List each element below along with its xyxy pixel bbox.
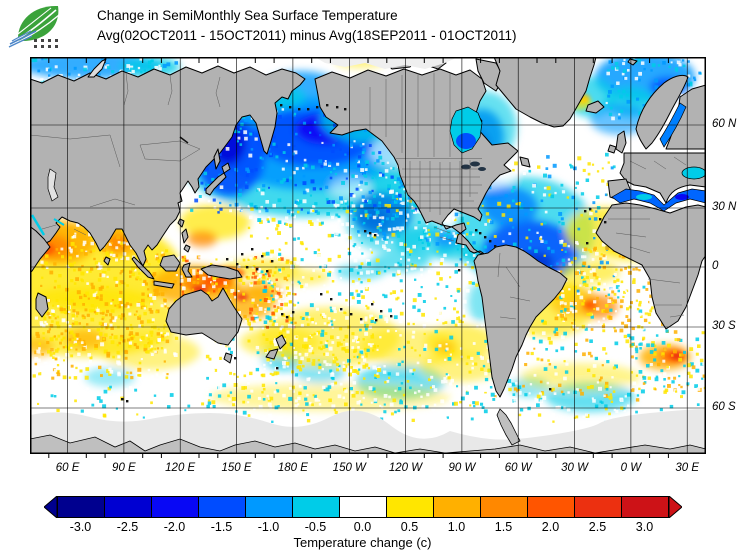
landmass-greenland	[493, 57, 597, 128]
colorbar-tick: 1.5	[494, 520, 513, 534]
colorbar-tick: 2.5	[588, 520, 607, 534]
colorbar-tick: 2.0	[541, 520, 560, 534]
lon-label-180e: 180 E	[277, 462, 308, 474]
colorbar-caption: Temperature change (c)	[293, 535, 432, 550]
colorbar-tick: 1.0	[447, 520, 466, 534]
landmass-europe	[619, 152, 706, 204]
colorbar-tick: 0.0	[353, 520, 372, 534]
lon-label-60e: 60 E	[55, 462, 80, 474]
persian-gulf	[53, 218, 65, 226]
map-border	[30, 57, 706, 454]
landmass-africa-horn	[30, 225, 51, 274]
colorbar-tick: -1.0	[257, 520, 280, 534]
lon-label-30w: 30 W	[561, 462, 588, 474]
lon-label-30e: 30 E	[675, 462, 700, 474]
landmass-new-guinea	[200, 264, 243, 280]
islet-layer	[121, 104, 607, 403]
lat-label-30s: 30 S	[712, 320, 736, 332]
lon-label-0w: 0 W	[620, 462, 642, 474]
plot-title: Change in SemiMonthly Sea Surface Temper…	[97, 6, 516, 46]
caspian-sea	[47, 168, 59, 202]
lat-label-30n: 30 N	[712, 201, 737, 213]
colorbar-cells	[57, 496, 669, 518]
colorbar-cell	[386, 496, 434, 518]
lat-label-eq: 0	[712, 260, 719, 272]
landmass-south-america	[473, 244, 568, 398]
red-sea	[30, 214, 46, 236]
colorbar-tick: -0.5	[304, 520, 327, 534]
landmass-novaya-zemlya	[87, 58, 107, 78]
graticule-layer	[30, 57, 706, 454]
landmass-ireland	[607, 144, 617, 154]
landmass-sri-lanka	[103, 256, 111, 266]
colorbar-tick-labels: -3.0 -2.5 -2.0 -1.5 -1.0 -0.5 0.0 0.5 1.…	[57, 520, 668, 534]
colorbar-cell	[621, 496, 669, 518]
logo-wave	[9, 30, 37, 45]
sst-anomaly-map	[30, 57, 706, 458]
lon-label-120e: 120 E	[165, 462, 196, 474]
lon-label-90w: 90 W	[448, 462, 476, 474]
colorbar-cell	[527, 496, 575, 518]
landmass-tasmania	[223, 352, 233, 364]
plot-title-line1: Change in SemiMonthly Sea Surface Temper…	[97, 8, 398, 23]
colorbar-left-arrow	[44, 496, 57, 518]
landmass-australia	[165, 287, 243, 346]
landmass-scandinavia	[635, 74, 689, 150]
colorbar	[44, 496, 682, 518]
colorbar-cell	[57, 496, 105, 518]
landmass-africa	[595, 202, 706, 330]
landmass-taiwan	[177, 218, 185, 228]
logo-text	[34, 39, 58, 48]
map-frame	[30, 57, 706, 459]
axis-ticks	[48, 58, 669, 458]
landmass-iceland	[585, 100, 605, 114]
landmass-madagascar	[35, 292, 49, 318]
border-layer	[30, 72, 687, 320]
lake-baikal	[179, 136, 189, 144]
colorbar-cell	[245, 496, 293, 518]
agency-logo	[8, 5, 60, 48]
great-lakes	[461, 161, 486, 171]
colorbar-cell	[104, 496, 152, 518]
antarctic-ice-shelf	[30, 409, 706, 454]
lat-label-60s: 60 S	[712, 401, 736, 413]
landmass-japan	[205, 172, 227, 196]
landmass-sulawesi	[181, 262, 193, 278]
plot-title-line2: Avg(02OCT2011 - 15OCT2011) minus Avg(18S…	[97, 28, 517, 43]
landmass-antarctica	[30, 434, 706, 454]
antarctic-peninsula	[496, 408, 521, 446]
lon-label-150w: 150 W	[332, 462, 366, 474]
landmass-newfoundland	[519, 156, 531, 168]
landmass-new-zealand	[265, 334, 287, 360]
colorbar-right-arrow	[669, 496, 682, 518]
colorbar-cell	[198, 496, 246, 518]
colorbar-cell	[151, 496, 199, 518]
colorbar-tick: -1.5	[210, 520, 233, 534]
colorbar-cell	[433, 496, 481, 518]
colorbar-cell	[292, 496, 340, 518]
colorbar-tick: -2.0	[163, 520, 186, 534]
lon-label-90e: 90 E	[112, 462, 136, 474]
colorbar-tick: 3.0	[635, 520, 654, 534]
colorbar-tick: -2.5	[116, 520, 139, 534]
landmass-sumatra	[131, 256, 155, 280]
lon-label-120w: 120 W	[388, 462, 423, 474]
landmass-philippines	[181, 228, 191, 253]
colorbar-cell	[574, 496, 622, 518]
landmass-java	[153, 280, 175, 289]
lon-label-150e: 150 E	[221, 462, 252, 474]
lat-label-60n: 60 N	[712, 118, 737, 130]
landmass-svalbard	[627, 58, 638, 66]
colorbar-cell	[339, 496, 387, 518]
colorbar-tick: -3.0	[69, 520, 92, 534]
lon-label-60w: 60 W	[504, 462, 532, 474]
colorbar-cell	[480, 496, 528, 518]
black-sea	[681, 166, 706, 180]
colorbar-tick: 0.5	[400, 520, 419, 534]
